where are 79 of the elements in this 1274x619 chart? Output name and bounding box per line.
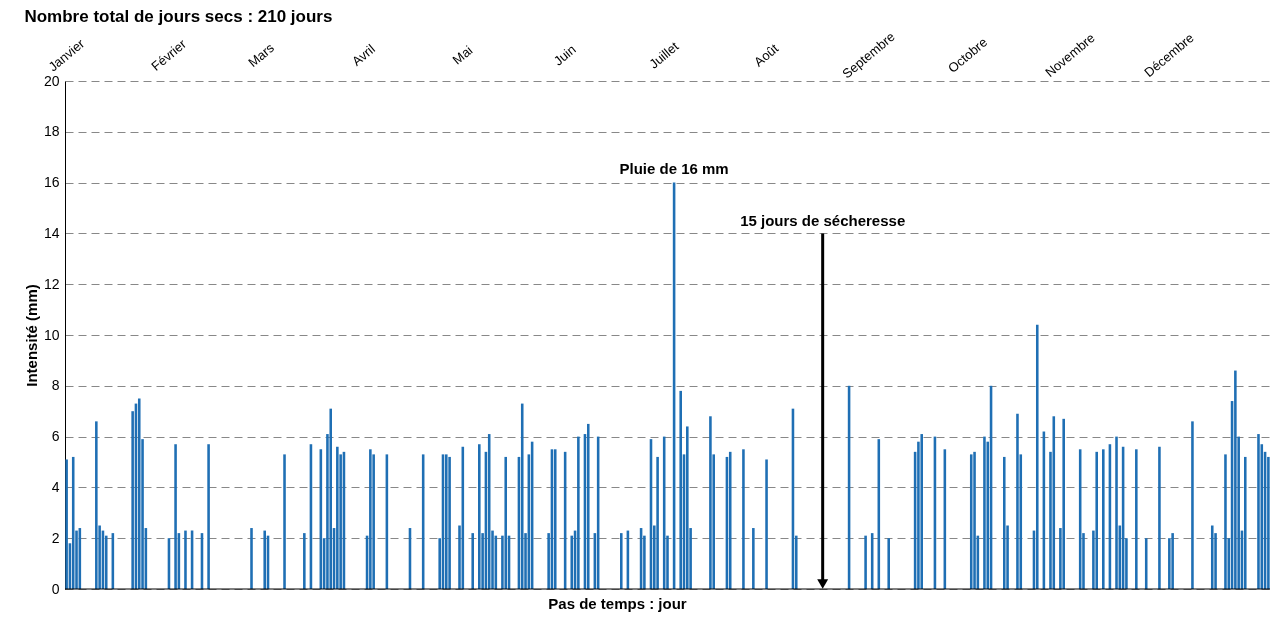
x-axis-title: Pas de temps : jour xyxy=(548,595,687,612)
bar xyxy=(504,456,508,589)
bar xyxy=(1135,449,1138,589)
bar xyxy=(487,434,491,589)
bar xyxy=(1115,436,1118,589)
bar xyxy=(283,454,286,589)
bar xyxy=(728,451,732,589)
bar xyxy=(1224,454,1227,589)
x-tick-label: Mai xyxy=(449,42,476,68)
bar xyxy=(445,454,448,589)
y-tick-label: 20 xyxy=(43,72,60,89)
annotation: 15 jours de sécheresse xyxy=(740,212,906,230)
bar xyxy=(1102,449,1105,589)
bar xyxy=(679,390,682,589)
bar xyxy=(520,403,524,589)
x-tick-label: Avril xyxy=(349,41,378,69)
bar xyxy=(920,434,924,589)
bar xyxy=(250,528,253,589)
bar xyxy=(207,444,210,589)
bar xyxy=(329,408,333,589)
annotation: Pluie de 16 mm xyxy=(619,159,729,177)
x-tick-label: Mars xyxy=(245,39,278,71)
y-tick-label: 16 xyxy=(43,174,60,191)
y-tick-label: 12 xyxy=(43,275,60,292)
bar xyxy=(887,538,890,589)
bar xyxy=(263,530,266,589)
bar xyxy=(71,456,75,589)
bar xyxy=(570,535,574,589)
bar xyxy=(1144,538,1148,589)
bar xyxy=(983,436,986,589)
bar xyxy=(336,446,339,589)
bar xyxy=(752,528,755,589)
bar xyxy=(864,535,867,589)
bar xyxy=(1267,456,1270,589)
y-tick-label: 6 xyxy=(51,428,60,445)
bar xyxy=(1171,533,1174,589)
bar xyxy=(1002,456,1006,589)
bar xyxy=(1234,370,1237,589)
bar xyxy=(1016,413,1019,589)
bar xyxy=(577,436,580,589)
bar xyxy=(478,444,481,589)
bar xyxy=(1191,421,1194,589)
bar xyxy=(1035,324,1039,589)
bar xyxy=(765,459,768,589)
bar xyxy=(65,459,68,589)
y-tick-label: 8 xyxy=(51,377,60,394)
y-tick-label: 4 xyxy=(51,478,60,495)
bar xyxy=(1062,418,1065,589)
y-tick-label: 0 xyxy=(51,580,60,597)
bar xyxy=(95,421,98,589)
bar xyxy=(1052,416,1056,589)
bar xyxy=(184,530,187,589)
bar xyxy=(742,449,745,589)
bar xyxy=(1257,434,1260,589)
y-axis-title: Intensité (mm) xyxy=(22,284,40,387)
bar xyxy=(656,456,659,589)
y-tick-label: 10 xyxy=(43,326,60,343)
bar xyxy=(174,444,177,589)
x-tick-label: Juin xyxy=(550,41,579,69)
bar xyxy=(586,423,590,589)
bar xyxy=(1243,456,1247,589)
bar xyxy=(973,451,976,589)
bar xyxy=(104,535,108,589)
bar xyxy=(1158,446,1161,589)
bar xyxy=(1095,451,1098,589)
y-tick-label: 18 xyxy=(43,123,60,140)
bar xyxy=(709,416,712,589)
bar xyxy=(137,398,141,589)
bar xyxy=(686,426,689,589)
bar xyxy=(619,533,623,589)
bar xyxy=(303,533,306,589)
chart-title: Nombre total de jours secs : 210 jours xyxy=(24,6,333,26)
y-tick-label: 2 xyxy=(51,529,60,546)
bar xyxy=(969,454,973,589)
y-tick-label: 14 xyxy=(43,224,60,241)
bar xyxy=(369,449,372,589)
bar xyxy=(1210,525,1214,589)
bar xyxy=(471,533,474,589)
bar xyxy=(448,456,451,589)
